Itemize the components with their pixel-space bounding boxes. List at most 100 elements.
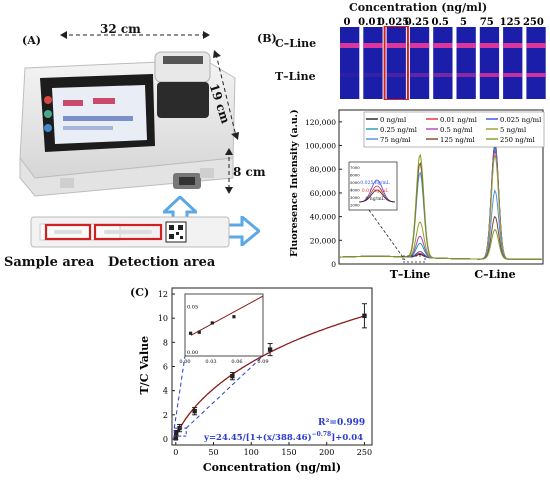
concentration-tick: 0.01: [358, 17, 382, 28]
legend-label: 250 ng/ml: [500, 136, 535, 144]
strip-c-band: [503, 43, 523, 48]
strip-window: [526, 27, 546, 99]
fluorescence-chart: 0 20,000 40,000 60,000 80,000 100,000 120,000 F…: [289, 109, 545, 281]
inset-tick-label: 2000: [350, 203, 360, 208]
strip-c-band: [363, 43, 383, 48]
strip-window: [456, 27, 476, 99]
detector-device: [19, 51, 236, 197]
plot-frame: [338, 109, 544, 265]
legend-label: 0.01 ng/ml: [440, 116, 477, 124]
strip-window: [386, 27, 406, 99]
legend-box: [363, 111, 545, 148]
x-tick-label: 0: [173, 448, 178, 457]
panel-c: (C) 0 50 100 150 200 250 0 2 4 6 8 10 12 Concentratio…: [120, 280, 390, 487]
y-tick-label: 80,000: [310, 165, 336, 174]
c-line-label: C–Line: [275, 37, 317, 50]
concentration-tick: 250: [523, 17, 544, 28]
sample-area-label: Sample area: [4, 255, 95, 270]
panel-a-label: (A): [22, 34, 41, 47]
y-tick-label: 40,000: [310, 213, 336, 222]
strip-images: [340, 26, 546, 100]
data-point: [267, 347, 273, 352]
equation-label: y=24.45/[1+(x/388.46)−0.78]+0.04: [203, 431, 363, 443]
series-line: [339, 153, 542, 260]
test-strip: [30, 216, 230, 248]
inset-y-tick-label: 0.05: [187, 304, 198, 310]
x-tick-label: 200: [319, 448, 334, 457]
x-tick-label: 250: [357, 448, 372, 457]
strip-window: [503, 27, 523, 99]
zoom-region: [173, 427, 187, 437]
data-point: [230, 373, 235, 379]
highlight-box: [383, 26, 409, 100]
concentration-tick: 125: [500, 17, 521, 28]
y-tick-label: 60,000: [310, 189, 336, 198]
legend-label: 125 ng/ml: [440, 136, 475, 144]
y-tick-label: 120,000: [305, 118, 336, 127]
legend-label: 5 ng/ml: [500, 126, 526, 134]
legend-label: 0.25 ng/ml: [380, 126, 417, 134]
inset-data-point: [197, 330, 201, 334]
x-axis-label: Concentration (ng/ml): [203, 461, 341, 474]
inset-tick-label: 7000: [350, 165, 360, 170]
strip-c-band: [479, 43, 500, 48]
strip-t-band: [340, 73, 360, 77]
y-tick-label: 0: [163, 435, 168, 444]
strip-window: [479, 27, 500, 99]
y-axis-label: T/C Value: [138, 336, 151, 395]
y-tick-label: 20,000: [310, 236, 336, 245]
strip-t-band: [409, 73, 430, 77]
panel-b-label: (B): [257, 32, 277, 45]
concentration-tick: 0: [344, 17, 351, 28]
inset-tick-label: 3000: [350, 195, 360, 200]
detection-area-label: Detection area: [108, 255, 216, 270]
panel-a: (A) 32 cm: [0, 0, 270, 280]
inset-y-tick-label: 0.00: [187, 350, 198, 356]
inset-x-tick-label: 0.03: [205, 359, 216, 365]
tc-calibration-chart: 0 50 100 150 200 250 0 2 4 6 8 10 12 Concentration (n…: [138, 287, 373, 474]
y-tick-label: 10: [158, 314, 168, 323]
legend-label: 75 ng/ml: [380, 136, 410, 144]
inset-data-point: [232, 315, 236, 319]
inset-tick-label: 4000: [350, 188, 360, 193]
inset-label: 0.01 ng/mL: [362, 188, 389, 194]
y-tick-label: 0: [331, 260, 336, 269]
y-tick-label: 6: [163, 363, 168, 372]
inset-x-tick-label: 0.00: [179, 359, 190, 365]
strip-t-band: [479, 73, 500, 77]
x-c-line-label: C–Line: [474, 268, 515, 281]
strip-window: [409, 27, 430, 99]
panel-b: (B) Concentration (ng/ml) 0 0.01 0.025 0.25…: [255, 0, 550, 285]
strip-t-band: [503, 73, 523, 77]
strip-t-band: [526, 73, 546, 77]
concentration-tick: 0.25: [405, 17, 429, 28]
inset-label: 0.025 ng/mL: [360, 180, 389, 186]
concentration-tick: 75: [480, 17, 494, 28]
y-tick-label: 100,000: [305, 142, 336, 151]
t-line-label: T–Line: [275, 70, 316, 83]
y-tick-label: 2: [163, 411, 168, 420]
data-point: [192, 408, 197, 414]
y-tick-label: 8: [163, 338, 168, 347]
panel-c-label: (C): [130, 286, 150, 299]
height-dimension-label: 8 cm: [233, 165, 266, 179]
data-point: [362, 313, 367, 318]
legend-label: 0.025 ng/ml: [500, 116, 541, 124]
strip-title: Concentration (ng/ml): [349, 1, 488, 14]
zoom-region: [402, 255, 426, 263]
concentration-tick: 0.5: [431, 17, 448, 28]
width-dimension-label: 32 cm: [100, 22, 141, 36]
inset-connector: [185, 355, 264, 429]
legend-label: 0.5 ng/ml: [440, 126, 473, 134]
x-t-line-label: T–Line: [390, 268, 431, 281]
strip-window: [340, 27, 360, 99]
strip-t-band: [433, 73, 453, 77]
inset-data-point: [189, 331, 193, 335]
strip-c-band: [386, 43, 406, 48]
inset-fit-line: [190, 295, 264, 336]
width-dimension-arrow: [60, 31, 210, 39]
inset-label: 0 ng/mL: [365, 196, 384, 202]
strip-c-band: [456, 43, 476, 48]
inset-data-point: [210, 321, 214, 325]
